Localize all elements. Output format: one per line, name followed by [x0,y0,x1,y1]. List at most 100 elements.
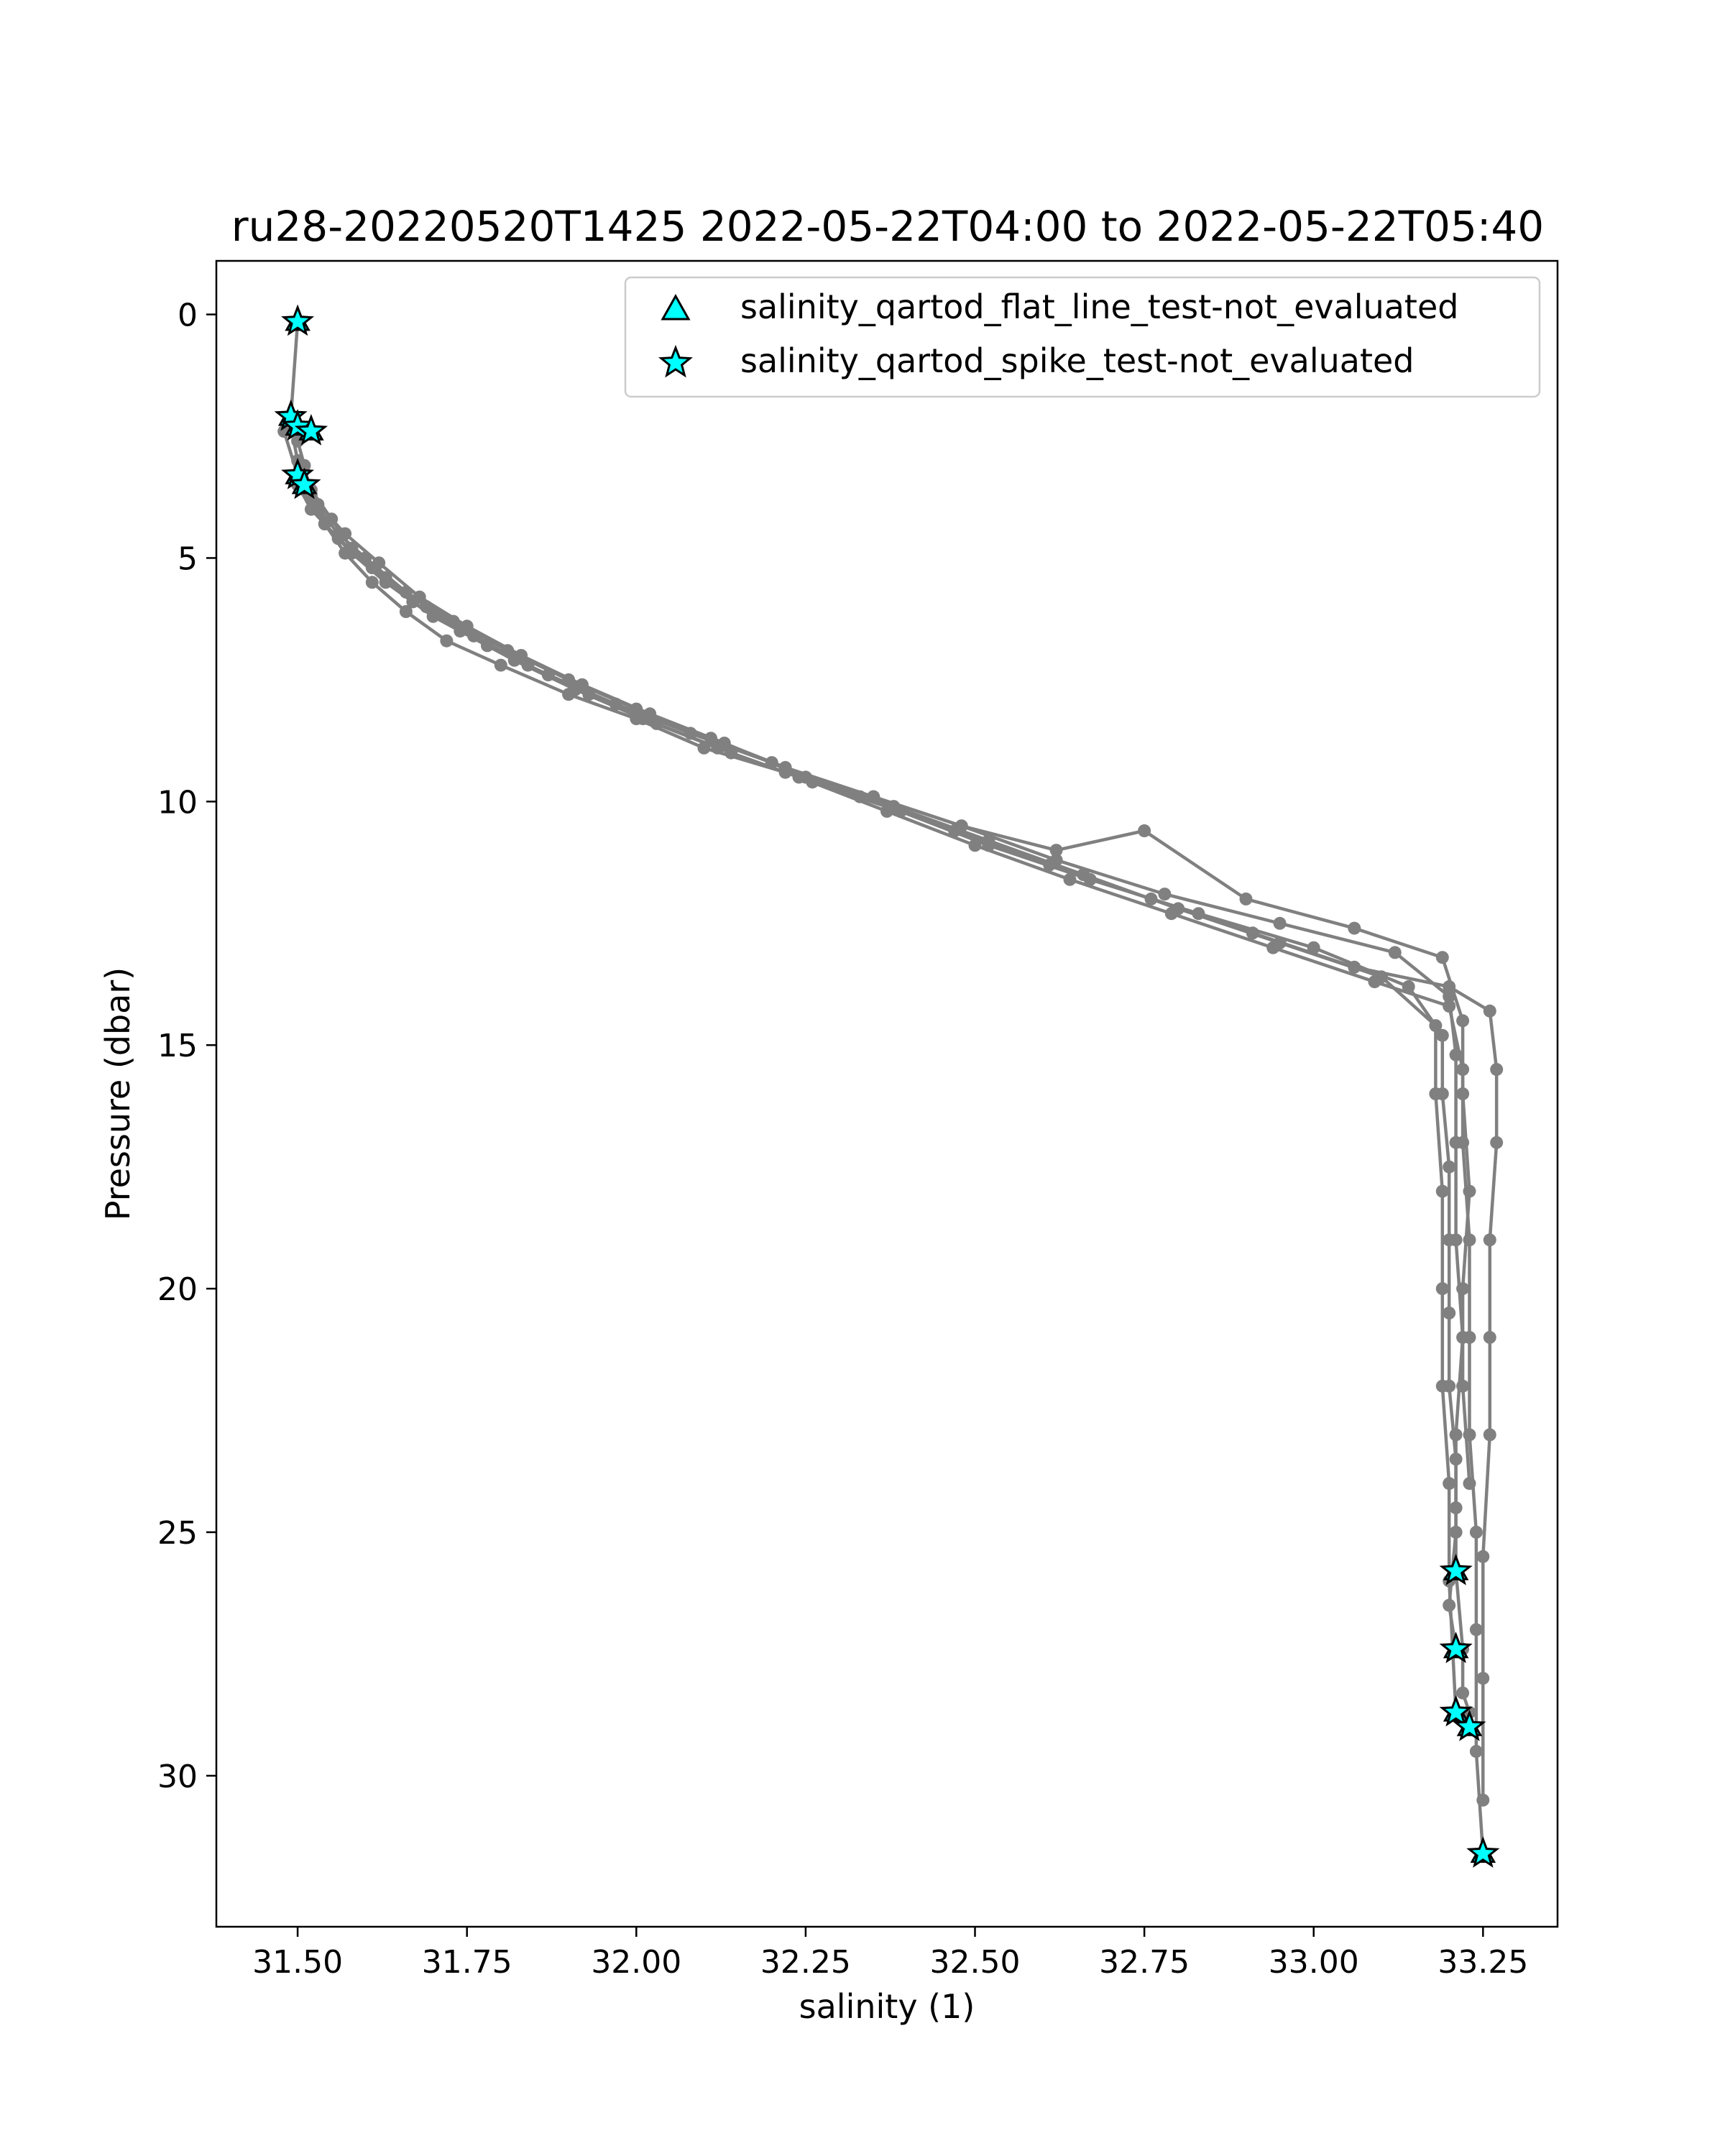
profile-point [365,576,379,589]
legend-label-flat-line: salinity_qartod_flat_line_test-not_evalu… [740,287,1458,326]
profile-point [304,493,318,507]
profile-point [1483,1004,1496,1018]
legend-box [624,276,1541,398]
profile-point [1476,1793,1490,1807]
profile-point [494,658,507,672]
profile-point [1164,907,1178,921]
profile-point [1463,1184,1476,1198]
plot-area [274,304,1504,1868]
profile-point [440,634,454,648]
profile-point [1449,1526,1463,1539]
profile-point [1483,1233,1496,1247]
profile-point [1456,1379,1470,1393]
profile-point [1483,1428,1496,1442]
spike-flag-marker [281,409,315,441]
profile-point [501,644,515,658]
profile-point [1443,1477,1456,1491]
spike-flag-marker [288,467,321,499]
profile-point [1443,1233,1456,1247]
profile-point [399,585,413,599]
profile-point [954,819,968,833]
y-tick-label: 15 [157,1028,198,1064]
profile-point [1469,1623,1483,1636]
profile-point [1273,916,1287,930]
profile-point [1368,975,1381,989]
x-tick-label: 32.75 [1099,1944,1190,1981]
profile-point [1435,1282,1449,1296]
x-tick-label: 32.25 [760,1944,851,1981]
y-axis-label: Pressure (dbar) [98,967,137,1220]
profile-point [399,605,413,618]
x-tick-label: 31.50 [252,1944,343,1981]
x-tick-label: 33.25 [1438,1944,1528,1981]
legend: salinity_qartod_flat_line_test-not_evalu… [624,276,1541,398]
profile-point [1490,1135,1504,1149]
profile-point [867,790,880,803]
profile-point [1469,1745,1483,1758]
profile-point [1483,1330,1496,1344]
spike-flag-marker [1439,1553,1473,1585]
y-tick-label: 30 [157,1759,198,1795]
x-axis-ticks: 31.50 31.75 32.00 32.25 32.50 32.75 33.00 33.25 [252,1927,1528,1981]
profile-point [1435,951,1449,964]
legend-label-spike: salinity_qartod_spike_test-not_evaluated [740,341,1414,380]
profile-point [1049,844,1063,857]
profile-point [1266,941,1280,954]
profile-point [1429,1019,1443,1033]
profile-point [1144,892,1158,906]
profile-point [1435,1184,1449,1198]
profile-line-3 [282,430,1458,1713]
y-axis-ticks: 0 5 10 15 20 25 30 [157,298,216,1795]
profile-point [1402,980,1415,993]
profile-point [630,702,643,716]
profile-point [1348,960,1361,974]
y-tick-label: 10 [157,784,198,821]
profile-point [1443,1307,1456,1319]
profile-point [1443,1000,1456,1013]
profile-point [446,614,460,628]
profile-point [1443,1160,1456,1174]
profile-point [1429,1087,1443,1100]
spike-flag-marker [281,304,315,336]
profile-point [1476,1672,1490,1685]
profile-point [1388,946,1402,959]
profile-point [1456,1087,1470,1100]
x-tick-label: 31.75 [422,1944,512,1981]
profile-point [1456,1686,1470,1700]
profile-point [1435,1379,1449,1393]
profile-point [1246,926,1259,940]
profile-point [1435,1028,1449,1042]
profile-point [968,839,982,852]
spike-flag-marker [1466,1836,1500,1868]
x-axis-label: salinity (1) [799,1987,975,2026]
profile-point [1449,1428,1463,1442]
y-tick-label: 0 [178,298,198,334]
x-tick-label: 32.00 [591,1944,681,1981]
profile-point [1043,858,1057,872]
profile-point [1063,872,1077,886]
y-tick-label: 20 [157,1271,198,1308]
axes-frame [215,259,1559,1928]
y-tick-label: 25 [157,1515,198,1552]
spike-flag-marker [1453,1709,1486,1741]
profile-point [1158,888,1172,901]
y-tick-label: 5 [178,540,198,577]
legend-star-shape [658,344,693,378]
profile-line-5 [303,489,1499,1800]
profile-point [778,760,792,774]
legend-star-marker [658,344,693,378]
spike-flag-marker [294,413,328,446]
profile-point [1490,1063,1504,1077]
profile-point [1456,1282,1470,1296]
profile-point [426,609,440,623]
x-tick-label: 33.00 [1269,1944,1359,1981]
spike-flag-marker [1439,1695,1473,1727]
profile-point [1239,892,1253,906]
profile-point [1463,1330,1476,1344]
profile-point [359,551,372,565]
profile-point [1476,1549,1490,1563]
profile-point [1469,1526,1483,1539]
profile-point [1449,1452,1463,1466]
profile-point [1138,824,1151,837]
